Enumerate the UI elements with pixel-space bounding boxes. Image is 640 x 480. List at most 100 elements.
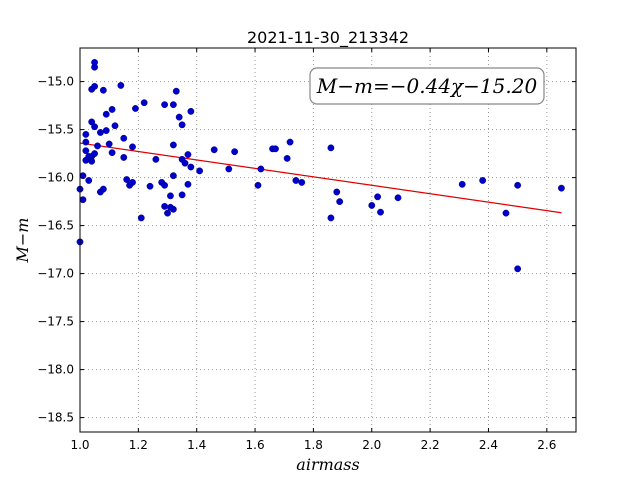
data-point [99, 86, 107, 94]
data-point [298, 178, 306, 186]
y-axis-label: M−m [13, 218, 32, 264]
data-point [91, 150, 98, 158]
y-tick-labels: −15.0 −15.5 −16.0 −16.5 −17.0 −17.5 −18.0 −18.5 [37, 75, 74, 425]
data-point [161, 181, 169, 189]
data-point [514, 265, 522, 273]
data-point [120, 134, 128, 142]
y-tick-label: −15.5 [37, 123, 74, 137]
x-tick-label: 2.4 [479, 438, 498, 452]
data-point [91, 83, 98, 90]
y-tick-label: −17.5 [37, 315, 74, 329]
data-point [82, 147, 90, 155]
x-tick-labels: 1.0 1.2 1.4 1.6 1.8 2.0 2.2 2.4 2.6 [70, 438, 556, 452]
data-point [210, 146, 218, 154]
y-tick-label: −18.5 [37, 411, 74, 425]
data-point [368, 202, 376, 209]
data-point [254, 181, 262, 189]
x-tick-label: 1.2 [129, 438, 148, 452]
x-tick-label: 1.8 [304, 438, 323, 452]
y-tick-label: −16.5 [37, 219, 74, 233]
fit-line-layer [79, 142, 562, 214]
data-point [327, 144, 335, 152]
data-point [184, 151, 192, 158]
data-point [169, 101, 177, 109]
x-tick-label: 2.6 [537, 438, 556, 452]
data-point [272, 145, 279, 153]
data-point [333, 188, 341, 196]
data-point [394, 194, 402, 202]
data-point [458, 180, 466, 188]
data-point [102, 127, 110, 134]
y-tick-label: −16.0 [37, 171, 74, 185]
x-tick-label: 1.0 [70, 438, 89, 452]
fit-line [79, 142, 562, 214]
data-point [82, 130, 90, 138]
data-point [91, 123, 98, 131]
data-point [88, 157, 96, 165]
x-tick-label: 2.2 [421, 438, 440, 452]
data-points [76, 59, 565, 273]
data-point [184, 180, 192, 188]
data-point [502, 209, 510, 217]
axis-ticks [79, 48, 576, 432]
x-tick-label: 1.6 [246, 438, 265, 452]
x-tick-label: 2.0 [362, 438, 381, 452]
data-point [377, 208, 384, 216]
data-point [169, 205, 177, 213]
data-point [178, 121, 186, 129]
data-point [558, 184, 565, 192]
data-point [283, 154, 291, 162]
data-point [85, 177, 93, 184]
data-point [187, 107, 195, 115]
data-point [140, 99, 148, 107]
data-point [97, 129, 104, 136]
data-point [172, 87, 180, 95]
data-point [181, 159, 189, 167]
fit-equation-box: M−m=−0.44χ−15.20 [309, 67, 545, 105]
data-point [161, 202, 169, 210]
data-point [175, 113, 183, 121]
data-point [327, 214, 335, 222]
y-tick-label: −18.0 [37, 363, 74, 377]
data-point [225, 165, 233, 173]
data-point [129, 178, 136, 186]
data-point [99, 185, 107, 193]
data-point [257, 165, 265, 173]
data-point [108, 106, 116, 113]
data-point [102, 110, 110, 118]
data-point [94, 142, 101, 150]
data-point [129, 143, 136, 151]
data-point [161, 101, 169, 109]
y-tick-label: −15.0 [37, 75, 74, 89]
grid [79, 48, 576, 432]
data-point [132, 105, 139, 112]
data-point [292, 177, 300, 184]
data-point [286, 138, 294, 146]
data-point [82, 138, 90, 146]
data-point [164, 209, 171, 217]
data-point [117, 82, 125, 89]
data-point [120, 154, 128, 161]
fit-equation: M−m=−0.44χ−15.20 [316, 74, 538, 98]
data-point [137, 214, 145, 222]
data-point [146, 182, 154, 190]
data-point [336, 198, 344, 206]
data-point [152, 155, 160, 163]
data-point [374, 193, 381, 201]
data-point [231, 148, 239, 156]
data-point [514, 181, 522, 189]
data-point [169, 141, 177, 149]
data-point [479, 177, 487, 184]
fit-equation-frame [309, 67, 545, 105]
chart-title: 2021-11-30_213342 [247, 28, 409, 48]
data-point [187, 163, 195, 171]
data-point [123, 176, 131, 183]
plot-area [79, 47, 577, 433]
data-point [167, 192, 174, 200]
data-point [91, 59, 98, 66]
data-point [79, 196, 87, 204]
x-tick-label: 1.4 [187, 438, 206, 452]
data-point [105, 140, 113, 148]
data-point [111, 122, 119, 130]
